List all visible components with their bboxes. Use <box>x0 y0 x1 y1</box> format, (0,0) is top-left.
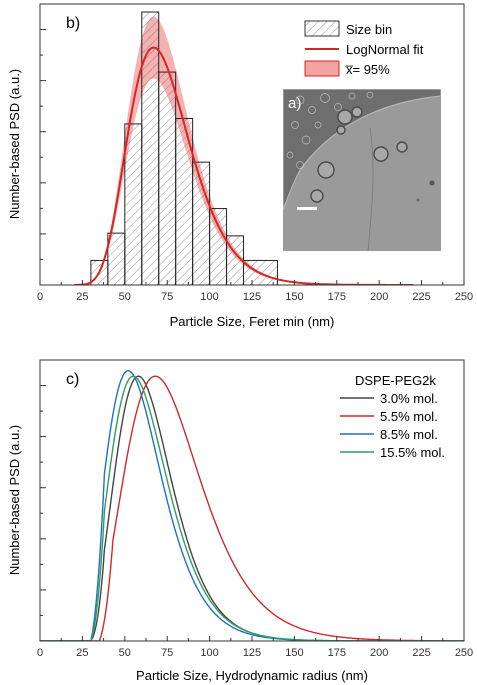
histogram-bin <box>158 71 177 285</box>
legend-c: DSPE-PEG2k 3.0% mol. 5.5% mol. 8.5% mol. 15… <box>340 373 445 460</box>
x-tick-label: 150 <box>285 647 303 659</box>
x-tick-label: 250 <box>455 647 473 659</box>
inset-label: a) <box>288 95 301 112</box>
x-tick-label: 50 <box>119 291 131 303</box>
x-tick-label: 50 <box>119 647 131 659</box>
y-axis-title-b: Number-based PSD (a.u.) <box>7 69 22 219</box>
x-tick-label: 25 <box>76 291 88 303</box>
legend-swatch-size-bin <box>304 20 340 37</box>
x-tick-label: 200 <box>370 291 388 303</box>
legend-label: 3.0% mol. <box>380 391 438 406</box>
panel-label-b: b) <box>66 15 80 32</box>
scale-bar <box>297 207 317 210</box>
x-tick-label: 100 <box>200 291 218 303</box>
x-tick-label: 175 <box>328 291 346 303</box>
x-axis-title-b: Particle Size, Feret min (nm) <box>170 314 335 329</box>
histogram-bin <box>124 123 143 285</box>
x-tick-label: 175 <box>328 647 346 659</box>
panel-c-line-chart: DSPE-PEG2k 3.0% mol. 5.5% mol. 8.5% mol. 15… <box>7 359 473 683</box>
x-tick-label: 0 <box>37 647 43 659</box>
x-tick-label: 125 <box>243 647 261 659</box>
legend-label-band: x̅= 95% <box>345 62 390 77</box>
x-tick-label: 125 <box>243 291 261 303</box>
histogram-bin <box>209 208 228 285</box>
series-line <box>40 375 464 641</box>
panel-b-histogram: a) Size bin LogNormal fit x̅= 95% 0 25 50 7… <box>7 3 473 329</box>
histogram-bin <box>107 232 126 285</box>
x-tick-label: 200 <box>370 647 388 659</box>
legend-label-fit: LogNormal fit <box>346 42 424 57</box>
legend-label-size-bin: Size bin <box>346 22 392 37</box>
tem-inset <box>283 89 441 251</box>
x-tick-label: 0 <box>37 291 43 303</box>
x-tick-label: 250 <box>455 291 473 303</box>
legend-b: Size bin LogNormal fit x̅= 95% <box>304 20 424 77</box>
x-tick-label: 225 <box>412 647 430 659</box>
legend-label: 5.5% mol. <box>380 409 438 424</box>
x-tick-label: 25 <box>76 647 88 659</box>
x-tick-label: 225 <box>412 291 430 303</box>
legend-label: 15.5% mol. <box>380 445 445 460</box>
panel-label-c: c) <box>66 371 79 388</box>
x-tick-label: 75 <box>161 291 173 303</box>
y-axis-title-c: Number-based PSD (a.u.) <box>7 425 22 575</box>
x-tick-label: 100 <box>200 647 218 659</box>
legend-label: 8.5% mol. <box>380 427 438 442</box>
x-tick-label: 75 <box>161 647 173 659</box>
x-tick-label: 150 <box>285 291 303 303</box>
histogram-bin <box>141 11 160 285</box>
legend-swatch-band <box>304 60 340 77</box>
x-axis-title-c: Particle Size, Hydrodynamic radius (nm) <box>136 668 368 683</box>
legend-title-c: DSPE-PEG2k <box>355 373 436 388</box>
